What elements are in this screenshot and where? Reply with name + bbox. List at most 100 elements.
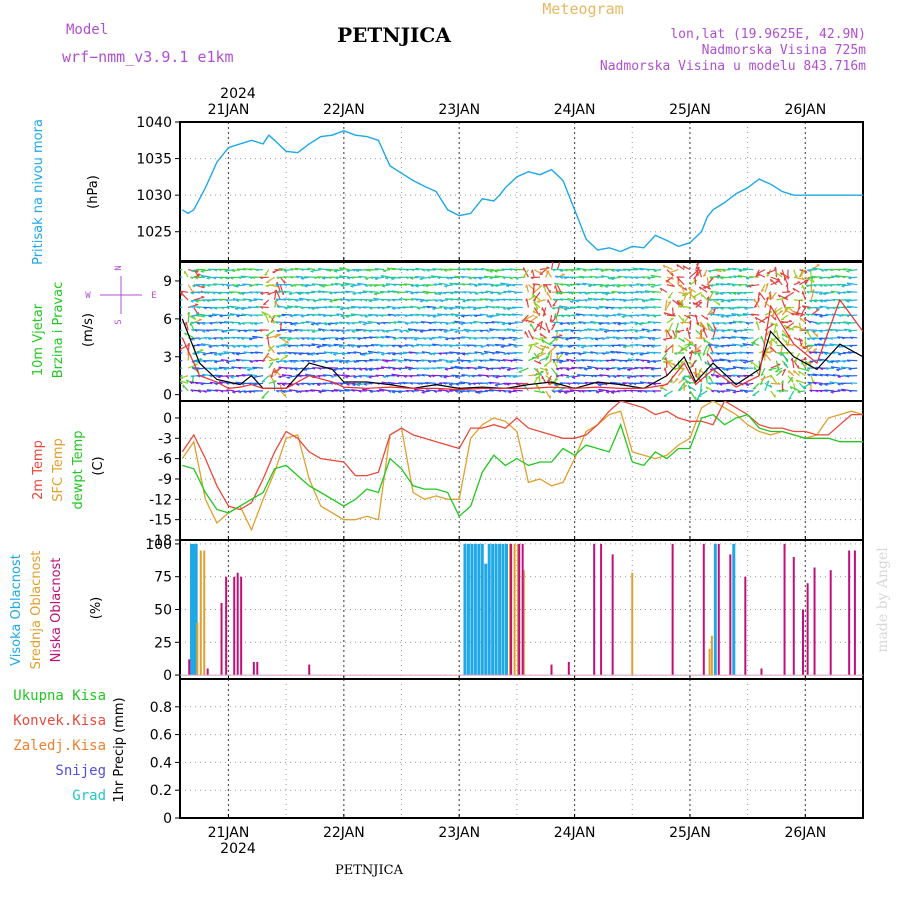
wind-arrow-head: [347, 352, 351, 355]
wind-arrow-head: [398, 284, 403, 287]
wind-arrow-head: [467, 375, 471, 378]
wind-arrow-head: [646, 268, 650, 272]
wind-arrow-head: [846, 270, 850, 273]
wind-arrow-head: [317, 375, 321, 378]
wind-arrow-head: [696, 375, 700, 379]
wind-arrow-head: [404, 344, 408, 347]
wind-arrow-head: [192, 352, 196, 356]
wind-arrow: [742, 268, 754, 271]
wind-arrow-head: [731, 374, 735, 378]
wind-arrow-head: [368, 376, 372, 379]
wind-arrow-head: [611, 291, 615, 294]
wind-arrow-head: [652, 329, 656, 332]
wind-arrow: [335, 276, 344, 279]
wind-arrow-head: [319, 338, 323, 341]
wind-arrow: [531, 269, 535, 278]
wind-arrow: [252, 335, 264, 339]
wind-arrow: [267, 291, 275, 295]
wind-arrow: [448, 268, 460, 271]
wind-arrow: [208, 314, 217, 317]
wind-arrow: [449, 360, 460, 363]
wind-arrow-head: [388, 321, 392, 325]
wind-arrow: [677, 367, 685, 377]
wind-arrow-head: [252, 335, 255, 339]
wind-arrow-head: [811, 276, 815, 279]
wind-arrow-head: [571, 376, 575, 379]
wind-arrow-head: [367, 269, 371, 272]
wind-arrow: [253, 298, 264, 301]
wind-arrow-head: [539, 273, 544, 276]
wind-arrow: [825, 373, 835, 377]
wind-arrow-head: [439, 382, 443, 385]
wind-arrow-head: [635, 314, 640, 318]
wind-arrow-head: [301, 337, 305, 341]
wind-arrow: [808, 320, 818, 324]
wind-arrow-head: [241, 293, 245, 296]
wind-arrow-head: [742, 367, 746, 371]
wind-arrow: [725, 314, 737, 317]
wind-arrow-head: [333, 298, 337, 302]
wind-arrow-head: [491, 344, 495, 347]
wind-arrow-head: [449, 389, 453, 392]
wind-arrow-head: [846, 300, 850, 303]
wind-arrow: [651, 344, 662, 348]
wind-arrow-head: [439, 375, 443, 378]
wind-arrow-head: [555, 292, 559, 295]
wind-arrow-head: [485, 305, 489, 309]
wind-arrow: [488, 381, 500, 384]
wind-arrow: [770, 291, 777, 300]
wind-arrow-head: [486, 330, 490, 333]
wind-arrow-head: [819, 293, 823, 296]
wind-arrow-head: [386, 267, 390, 271]
wind-arrow: [764, 380, 770, 392]
wind-arrow-head: [515, 367, 519, 370]
wind-arrow-head: [801, 305, 805, 309]
wind-arrow-head: [806, 344, 811, 348]
wind-arrow: [187, 314, 196, 321]
wind-arrow-head: [467, 361, 471, 364]
wind-arrow-head: [217, 376, 221, 379]
wind-arrow-head: [601, 314, 605, 318]
wind-arrow-head: [396, 375, 400, 378]
wind-arrow-head: [595, 382, 599, 386]
top-date-labels: 21JAN 22JAN 23JAN 24JAN 25JAN 26JAN: [208, 102, 827, 118]
wind-arrow-head: [497, 389, 501, 393]
wind-arrow-head: [705, 386, 709, 390]
wind-arrow-head: [807, 367, 811, 370]
wind-arrow-head: [841, 285, 845, 288]
wind-arrow: [819, 382, 829, 385]
wind-arrow: [544, 267, 552, 278]
wind-arrow-head: [259, 277, 264, 280]
wind-arrow-head: [715, 293, 719, 296]
wind-arrow: [685, 381, 696, 384]
wind-arrow-head: [790, 313, 794, 316]
wind-arrow-head: [732, 320, 736, 324]
wind-arrow-head: [397, 391, 402, 394]
wind-arrow: [513, 344, 523, 347]
wind-arrow-head: [300, 383, 304, 386]
meteogram-label: Meteogram: [542, 0, 623, 18]
precip-legend-item-0: Ukupna Kisa: [13, 688, 106, 704]
wind-arrow: [450, 328, 460, 331]
wind-arrow-head: [439, 268, 443, 272]
wind-arrow-head: [207, 338, 211, 341]
wind-arrow: [710, 374, 719, 377]
wind-arrow-head: [613, 376, 617, 379]
wind-arrow-head: [300, 360, 305, 363]
wind-arrow-head: [463, 291, 467, 294]
wind-arrow-head: [339, 321, 343, 325]
wind-arrow-head: [578, 321, 582, 324]
wind-arrow-head: [432, 308, 436, 311]
wind-arrow-head: [283, 298, 286, 301]
wind-arrow-head: [473, 337, 477, 341]
wind-arrow-head: [676, 264, 679, 268]
wind-arrow-head: [617, 344, 621, 347]
wind-arrow-head: [508, 391, 512, 394]
wind-arrow-head: [825, 322, 830, 325]
wind-arrow-head: [329, 300, 333, 303]
wind-arrow: [678, 344, 688, 352]
wind-arrow-head: [725, 353, 730, 356]
wind-arrow: [690, 360, 697, 368]
wind-arrow-head: [630, 299, 634, 302]
wind-arrow-head: [290, 276, 294, 279]
